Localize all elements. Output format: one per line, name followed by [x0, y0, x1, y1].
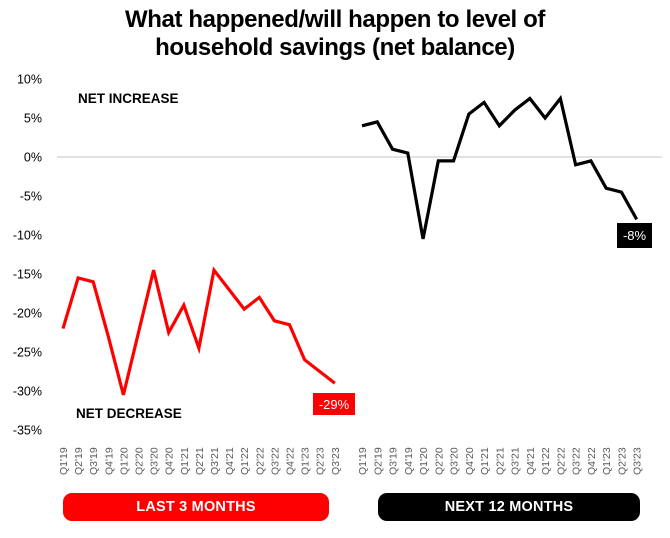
x-axis-tick-label-left: Q1'22	[239, 447, 251, 475]
x-axis-tick-label-left: Q1'23	[300, 447, 312, 475]
x-axis-tick-label-right: Q3'22	[571, 447, 583, 475]
y-axis-tick-label: -20%	[13, 307, 42, 321]
x-axis-tick-label-right: Q2'23	[616, 447, 628, 475]
x-axis-tick-label-right: Q4'20	[464, 447, 476, 475]
x-axis-tick-label-right: Q2'20	[433, 447, 445, 475]
x-axis-tick-label-right: Q4'22	[586, 447, 598, 475]
x-axis-tick-label-right: Q1'21	[479, 447, 491, 475]
x-axis-tick-label-left: Q2'20	[134, 447, 146, 475]
y-axis-tick-label: 5%	[24, 112, 42, 126]
net-increase-label: NET INCREASE	[78, 91, 179, 106]
series-line-right	[361, 94, 639, 240]
x-axis-tick-label-left: Q3'20	[149, 447, 161, 475]
last3-end-value-box	[313, 393, 355, 415]
x-axis-tick-label-right: Q3'23	[632, 447, 644, 475]
x-axis-tick-label-left: Q3'23	[330, 447, 342, 475]
x-axis-tick-label-right: Q3'21	[510, 447, 522, 475]
x-axis-tick-label-left: Q3'22	[269, 447, 281, 475]
x-axis-tick-label-left: Q2'22	[254, 447, 266, 475]
x-axis-tick-label-left: Q1'19	[58, 447, 70, 475]
y-axis-tick-label: -35%	[13, 424, 42, 438]
x-axis-tick-label-right: Q4'19	[403, 447, 415, 475]
x-axis-tick-label-right: Q1'23	[601, 447, 613, 475]
x-axis-tick-label-left: Q1'20	[118, 447, 130, 475]
y-axis-tick-label: -30%	[13, 385, 42, 399]
x-axis-tick-label-left: Q2'23	[315, 447, 327, 475]
x-axis-tick-label-right: Q2'19	[372, 447, 384, 475]
x-axis-tick-label-left: Q4'22	[285, 447, 297, 475]
x-axis-tick-label-left: Q2'19	[73, 447, 85, 475]
x-axis-tick-label-left: Q3'19	[88, 447, 100, 475]
x-axis-tick-label-right: Q3'19	[388, 447, 400, 475]
y-axis-tick-label: -5%	[20, 190, 42, 204]
next12-end-value-box	[617, 223, 652, 248]
x-axis-tick-label-right: Q1'22	[540, 447, 552, 475]
y-axis-tick-label: 0%	[24, 151, 42, 165]
chart-title-line1: What happened/will happen to level of	[125, 6, 545, 33]
x-axis-tick-label-right: Q2'22	[555, 447, 567, 475]
x-axis-tick-label-left: Q1'21	[179, 447, 191, 475]
household-savings-net-balance-chart: 10%5%0%-5%-10%-15%-20%-25%-30%-35%Q1'19 Q…	[13, 73, 662, 475]
x-axis-tick-label-left: Q3'21	[209, 447, 221, 475]
legend-next-12-months-button[interactable]: NEXT 12 MONTHS	[378, 493, 640, 521]
x-axis-tick-label-left: Q4'20	[164, 447, 176, 475]
y-axis-tick-label: 10%	[17, 73, 42, 87]
x-axis-tick-label-right: Q4'21	[525, 447, 537, 475]
legend-last-3-months-button[interactable]: LAST 3 MONTHS	[63, 493, 329, 521]
y-axis-tick-label: -15%	[13, 268, 42, 282]
chart-title: What happened/will happen to level of ho…	[0, 6, 670, 62]
x-axis-tick-label-right: Q2'21	[494, 447, 506, 475]
y-axis-tick-label: -10%	[13, 229, 42, 243]
chart-title-line2: household savings (net balance)	[155, 33, 515, 61]
x-axis-tick-label-left: Q4'21	[224, 447, 236, 475]
x-axis-tick-label-right: Q1'19	[357, 447, 369, 475]
y-axis-tick-label: -25%	[13, 346, 42, 360]
x-axis-tick-label-right: Q1'20	[418, 447, 430, 475]
x-axis-tick-label-left: Q4'19	[103, 447, 115, 475]
last3-end-value-label: -29%	[319, 397, 350, 412]
series-line-left	[61, 266, 336, 396]
next12-end-value-label: -8%	[623, 228, 647, 243]
x-axis-tick-label-left: Q2'21	[194, 447, 206, 475]
x-axis-tick-label-right: Q3'20	[449, 447, 461, 475]
net-decrease-label: NET DECREASE	[76, 406, 182, 421]
